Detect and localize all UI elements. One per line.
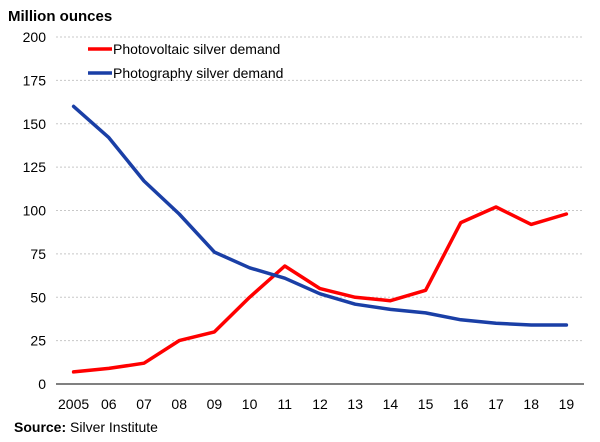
y-tick-label: 50 bbox=[30, 289, 46, 305]
x-tick-label: 09 bbox=[207, 396, 223, 412]
x-tick-labels: 2005 06 07 08 09 10 11 12 13 14 15 16 17 18 19 bbox=[58, 396, 574, 412]
x-tick-label: 12 bbox=[312, 396, 328, 412]
x-tick-label: 2005 bbox=[58, 396, 89, 412]
y-tick-label: 100 bbox=[23, 203, 47, 219]
y-tick-label: 175 bbox=[23, 72, 47, 88]
y-axis-title: Million ounces bbox=[8, 8, 113, 25]
y-tick-label: 0 bbox=[38, 376, 46, 392]
source-label: Source: bbox=[14, 419, 67, 435]
series-lines bbox=[71, 104, 569, 374]
series-line-photovoltaic bbox=[71, 205, 569, 374]
x-tick-label: 08 bbox=[171, 396, 187, 412]
y-tick-label: 125 bbox=[23, 159, 47, 175]
y-tick-labels: 0 25 50 75 100 125 150 175 200 bbox=[23, 29, 47, 392]
x-tick-label: 18 bbox=[523, 396, 539, 412]
x-tick-label: 17 bbox=[488, 396, 504, 412]
x-tick-label: 11 bbox=[278, 396, 293, 412]
gridlines bbox=[56, 36, 584, 385]
legend-label: Photovoltaic silver demand bbox=[113, 41, 280, 57]
x-tick-label: 13 bbox=[347, 396, 363, 412]
source-text: Silver Institute bbox=[66, 419, 158, 435]
x-tick-label: 06 bbox=[101, 396, 117, 412]
source-note: Source: Silver Institute bbox=[14, 419, 158, 435]
x-tick-label: 19 bbox=[559, 396, 575, 412]
legend: Photovoltaic silver demand Photography si… bbox=[88, 41, 283, 81]
series-line-photography bbox=[71, 104, 569, 327]
x-tick-label: 07 bbox=[136, 396, 152, 412]
x-tick-label: 16 bbox=[453, 396, 469, 412]
y-tick-label: 150 bbox=[23, 116, 47, 132]
y-tick-label: 75 bbox=[30, 246, 46, 262]
x-tick-label: 10 bbox=[242, 396, 258, 412]
x-tick-label: 14 bbox=[383, 396, 399, 412]
y-tick-label: 25 bbox=[30, 333, 46, 349]
y-tick-label: 200 bbox=[23, 29, 47, 45]
x-tick-label: 15 bbox=[418, 396, 434, 412]
legend-label: Photography silver demand bbox=[113, 65, 283, 81]
